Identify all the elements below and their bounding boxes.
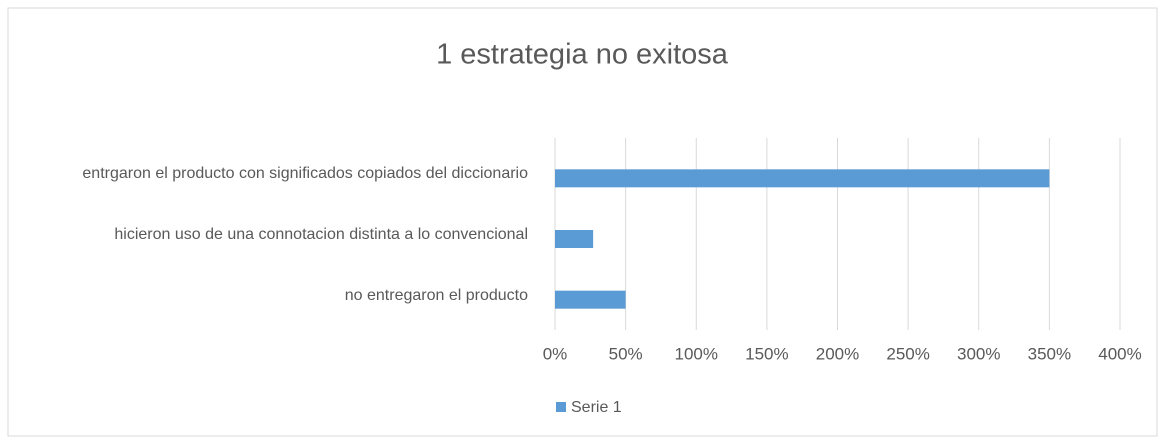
x-tick-label: 250% <box>886 344 929 363</box>
category-label: no entregaron el producto <box>344 286 528 304</box>
x-tick-label: 350% <box>1028 344 1071 363</box>
x-tick-label: 100% <box>675 344 718 363</box>
x-tick-label: 300% <box>957 344 1000 363</box>
chart-title: 1 estrategia no exitosa <box>436 39 729 71</box>
x-tick-label: 0% <box>543 344 568 363</box>
category-label: entrgaron el producto con significados c… <box>82 165 528 183</box>
category-label: hicieron uso de una connotacion distinta… <box>114 226 528 243</box>
legend-swatch <box>556 402 566 412</box>
bar <box>555 169 1050 188</box>
x-tick-label: 200% <box>816 344 859 363</box>
bar <box>555 230 594 248</box>
x-tick-label: 400% <box>1098 344 1141 363</box>
bar <box>555 290 626 309</box>
x-tick-label: 50% <box>609 344 643 363</box>
legend-label: Serie 1 <box>571 399 622 416</box>
chart-border <box>7 7 1158 437</box>
x-tick-label: 150% <box>745 344 788 363</box>
